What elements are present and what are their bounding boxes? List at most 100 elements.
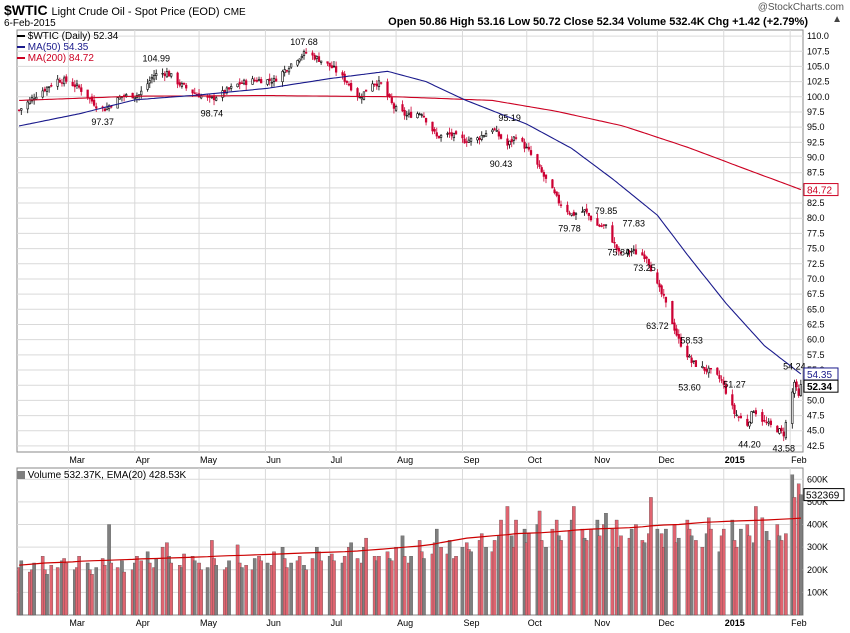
candle-body [701,365,704,368]
candle-body [765,421,768,424]
y-tick-label: 72.5 [807,259,825,269]
candle-body [566,204,569,213]
y-tick-label: 42.5 [807,441,825,451]
candle-body [514,137,518,139]
candle-body [364,89,368,92]
candle-body [375,83,378,87]
candle-body [664,296,668,303]
candle-body [386,81,389,97]
candle-body [225,87,229,94]
candle-body [769,420,772,425]
candle-body [465,141,468,143]
legend-ma50-label: MA(50) 54.35 [27,42,89,53]
candle-body [797,388,800,396]
candle-body [686,345,689,358]
candle-body [379,82,383,84]
volume-bar [527,533,531,616]
y-tick-label: 87.5 [807,168,825,178]
candle-body [572,211,575,216]
volume-bar [514,519,518,616]
candle-body [422,115,426,118]
y-tick-label: 82.5 [807,198,825,208]
candle-body [484,133,488,137]
candle-body [739,415,743,419]
candle-body [92,99,96,106]
candle-body [165,71,169,78]
candle-body [255,80,258,82]
candle-body [493,128,496,131]
price-annotation: 43.58 [772,443,795,453]
candle-body [536,154,539,165]
candle-body [170,73,173,77]
candle-body [724,384,728,394]
x-tick-label: Dec [658,455,675,465]
candle-body [257,79,261,82]
volume-bar [182,553,186,616]
y-tick-label: 97.5 [807,107,825,117]
price-annotation: 63.72 [646,321,669,331]
volume-bar [135,556,139,616]
volume-bar [700,547,705,616]
candle-body [275,78,278,82]
candle-body [334,66,338,73]
candle-body [343,73,346,82]
candle-body [77,85,81,88]
candle-body [315,56,318,59]
volume-bar [409,556,413,616]
x-tick-label: Feb [791,455,807,465]
candle-body [20,108,23,111]
x-tick-label: Sep [463,455,479,465]
candle-body [90,96,94,102]
volume-bar [64,562,69,616]
y-tick-label: 57.5 [807,350,825,360]
chart-date: 6-Feb-2015 [4,18,56,29]
candle-body [630,250,633,253]
volume-bar [240,567,244,616]
close-last-tag: 52.34 [807,382,832,393]
legend-price-label: $WTIC (Daily) 52.34 [27,31,119,42]
candle-body [332,65,336,68]
legend-price: $WTIC (Daily) 52.34 [17,31,118,42]
candle-body [716,367,719,375]
candle-body [290,63,293,68]
candle-body [403,109,406,116]
volume-bar [694,540,698,616]
candle-body [133,96,136,100]
x-tick-label-volume: Mar [69,618,85,628]
candle-body [619,251,623,254]
candle-body [176,72,179,85]
candle-body [645,256,648,259]
volume-y-tick-label: 100K [807,587,828,597]
price-annotation: 75.84 [608,247,631,257]
volume-bar [589,528,593,616]
candle-body [18,109,21,112]
candle-body [491,129,494,133]
scroll-up-icon[interactable]: ▲ [832,14,842,25]
volume-bar [649,497,653,616]
x-tick-label: Jun [266,455,281,465]
candle-body [35,96,38,100]
volume-bar [394,547,398,616]
candle-body [140,90,143,96]
candle-body [660,285,663,295]
candle-body [643,254,646,260]
price-annotation: 53.60 [678,383,701,393]
legend-price-swatch [17,35,25,38]
volume-bar [148,562,152,616]
candle-body [437,135,441,139]
y-tick-label: 92.5 [807,137,825,147]
candle-body [424,117,428,123]
candle-body [103,108,106,112]
volume-bar [199,569,203,616]
candle-body [450,132,453,137]
candle-body [311,52,314,56]
volume-bar [597,535,602,616]
candle-body [634,249,638,255]
candle-body [737,416,740,418]
candle-body [75,83,79,86]
volume-bar [103,565,107,616]
candle-body [581,211,584,213]
candle-body [478,138,481,140]
candle-body [510,139,513,143]
candle-body [193,92,196,94]
